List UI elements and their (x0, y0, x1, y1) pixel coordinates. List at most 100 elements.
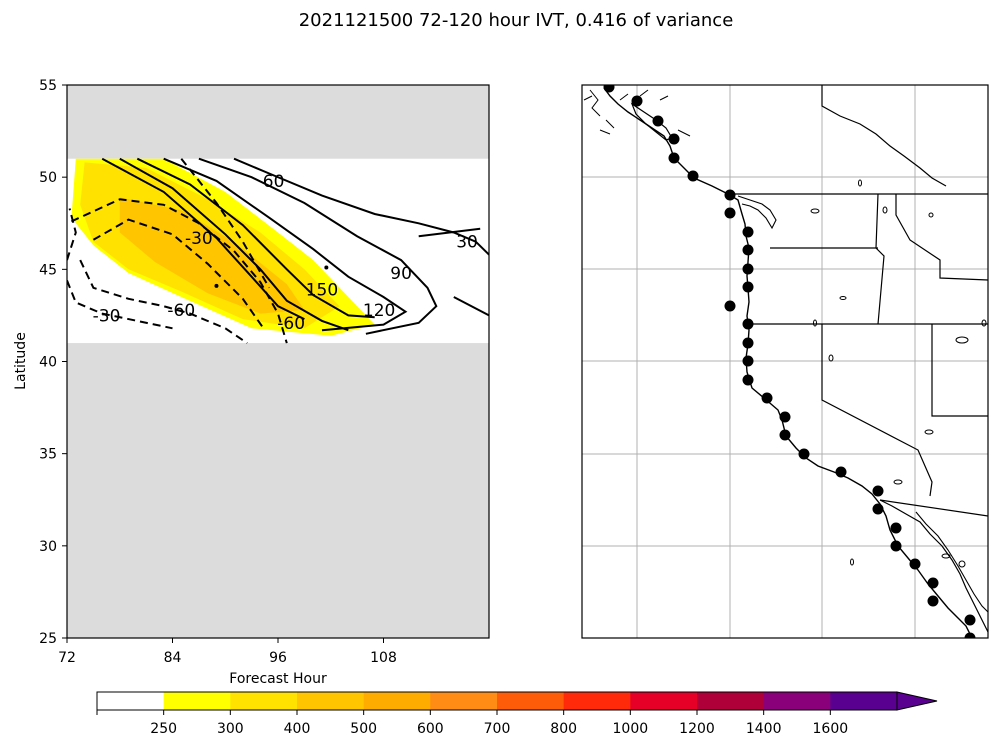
station-marker (779, 411, 791, 423)
station-marker (631, 95, 643, 107)
montana-border (895, 194, 988, 281)
colorbar-tick-label: 800 (550, 721, 577, 737)
negative-contour-3 (92, 218, 266, 331)
california-nevada-border (821, 324, 933, 497)
negative-contour-2 (67, 280, 173, 330)
station-marker (742, 281, 754, 293)
map-plot-area (582, 85, 988, 638)
station-marker (742, 337, 754, 349)
baja-california (879, 499, 988, 633)
lake (893, 479, 903, 485)
contour-label: 120 (363, 301, 395, 321)
colorbar-segment (630, 692, 698, 710)
west-coast-map-panel (581, 84, 989, 639)
negative-contour-1 (180, 158, 271, 289)
station-marker (724, 189, 736, 201)
state-boundaries (728, 85, 988, 517)
contour-label: 90 (390, 264, 412, 284)
colorbar-segment (497, 692, 565, 710)
colorbar-segment (563, 692, 631, 710)
colorbar-tick-label: 600 (417, 721, 444, 737)
positive-contour-5 (101, 157, 305, 320)
colorbar-tick-label: 1600 (813, 721, 849, 737)
colorbar-tick-label: 250 (150, 721, 177, 737)
y-tick-label: 45 (39, 262, 57, 278)
bc-inlets (583, 89, 691, 137)
positive-contour-7 (453, 296, 489, 317)
station-marker (964, 614, 976, 626)
contour-label: -60 (277, 314, 305, 334)
contour-label: -30 (93, 306, 121, 326)
station-markers (603, 85, 976, 638)
map-gridlines (582, 85, 988, 638)
colorbar-segment (763, 692, 831, 710)
station-marker (909, 558, 921, 570)
hovmoller-ticks: 72 84 96 108 25 30 35 40 45 50 55 (39, 78, 397, 666)
figure-title: 2021121500 72-120 hour IVT, 0.416 of var… (299, 10, 734, 31)
island (941, 553, 951, 559)
coastline (603, 87, 973, 638)
map-frame (581, 84, 989, 639)
contour-label: 30 (456, 233, 478, 253)
station-marker (761, 392, 773, 404)
station-marker (798, 448, 810, 460)
colorbar-tick-label: 1400 (746, 721, 782, 737)
lake (981, 319, 987, 327)
station-marker (652, 115, 664, 127)
station-marker (779, 429, 791, 441)
x-tick-label: 72 (58, 650, 76, 666)
colorbar-tick-label: 400 (284, 721, 311, 737)
positive-contour-1 (198, 157, 438, 335)
lake (882, 206, 888, 214)
x-tick-label: 84 (164, 650, 182, 666)
lake (813, 319, 817, 327)
station-marker (872, 503, 884, 515)
station-marker (742, 318, 754, 330)
station-marker (742, 263, 754, 275)
station-marker (742, 374, 754, 386)
negative-contour-0 (70, 198, 288, 344)
negative-contour-5 (67, 208, 77, 261)
station-marker (687, 170, 699, 182)
station-marker (927, 595, 939, 607)
station-marker (724, 207, 736, 219)
lake (924, 429, 934, 435)
lake (928, 212, 934, 218)
colorbar-extend-arrow (896, 691, 938, 711)
station-marker (603, 85, 615, 93)
station-marker (835, 466, 847, 478)
station-marker (742, 244, 754, 256)
colorbar-tick-label: 1200 (679, 721, 715, 737)
lake (955, 336, 969, 344)
contour-label: 60 (263, 172, 285, 192)
colorbar-segment (97, 692, 165, 710)
puget-sound (737, 195, 777, 230)
positive-contour-0 (233, 157, 489, 256)
vancouver-island (630, 102, 673, 141)
negative-contour-4 (79, 259, 248, 344)
lake (828, 354, 834, 362)
positive-contour-2 (163, 157, 408, 332)
idaho-border (875, 193, 885, 325)
colorbar: 250 300 400 500 600 700 800 1000 1200 1400 1600 (96, 691, 938, 737)
x-tick-label: 96 (269, 650, 287, 666)
station-marker (890, 540, 902, 552)
gulf-of-california-coast (915, 511, 988, 613)
y-tick-label: 25 (39, 631, 57, 647)
station-marker (872, 485, 884, 497)
positive-contour-4 (119, 157, 349, 332)
lakes (810, 179, 987, 568)
colorbar-tick-label: 1000 (613, 721, 649, 737)
station-marker (742, 226, 754, 238)
colorbar-tick-label: 300 (217, 721, 244, 737)
bc-alberta-border (821, 85, 947, 187)
station-marker (964, 632, 976, 638)
station-marker (668, 133, 680, 145)
colorbar-segment (297, 692, 365, 710)
station-marker (668, 152, 680, 164)
x-axis-label: Forecast Hour (229, 671, 327, 687)
colorbar-segment (697, 692, 765, 710)
y-tick-label: 50 (39, 170, 57, 186)
